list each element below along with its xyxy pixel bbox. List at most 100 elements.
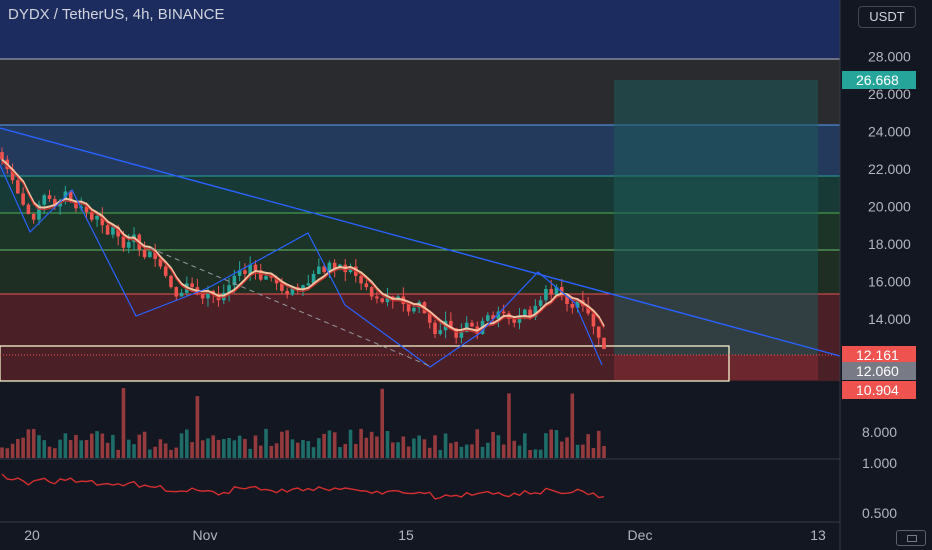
volume-bar bbox=[174, 447, 179, 458]
candle-body bbox=[317, 266, 321, 274]
volume-bar bbox=[475, 429, 480, 458]
volume-bar bbox=[332, 432, 337, 458]
candle-body bbox=[528, 309, 532, 318]
candle-body bbox=[42, 195, 47, 205]
volume-bar bbox=[528, 449, 532, 458]
price-tick: 26.000 bbox=[868, 86, 911, 102]
currency-button[interactable]: USDT bbox=[858, 6, 916, 28]
screenshot-icon[interactable] bbox=[896, 530, 926, 546]
volume-bar bbox=[169, 449, 173, 458]
candle-body bbox=[200, 294, 205, 299]
volume-bar bbox=[132, 444, 136, 458]
volume-bar bbox=[401, 436, 406, 458]
time-tick: Nov bbox=[193, 527, 218, 543]
candle-body bbox=[243, 270, 247, 274]
price-badge-label: 26.668 bbox=[856, 72, 899, 88]
candle-body bbox=[89, 212, 94, 220]
volume-bar bbox=[591, 447, 596, 458]
candle-body bbox=[369, 287, 374, 297]
price-axis[interactable] bbox=[840, 0, 932, 550]
volume-bar bbox=[142, 431, 147, 458]
symbol-title[interactable]: DYDX / TetherUS, 4h, BINANCE bbox=[8, 6, 225, 23]
volume-bar bbox=[285, 430, 289, 458]
price-badge-label: 10.904 bbox=[856, 382, 899, 398]
volume-bar bbox=[237, 435, 242, 458]
volume-bar bbox=[126, 439, 131, 458]
volume-bar bbox=[496, 435, 501, 458]
volume-bar bbox=[31, 428, 36, 458]
volume-bar bbox=[375, 436, 379, 458]
volume-bar bbox=[105, 442, 110, 458]
candle-body bbox=[591, 313, 596, 327]
price-badge bbox=[842, 346, 916, 364]
volume-bar bbox=[359, 428, 363, 458]
volume-bar bbox=[63, 433, 68, 458]
price-tick: 20.000 bbox=[868, 199, 911, 215]
volume-bar bbox=[459, 446, 464, 458]
volume-bar bbox=[575, 444, 580, 458]
long-position-profit[interactable] bbox=[614, 80, 818, 355]
price-tick: 24.000 bbox=[868, 124, 911, 140]
zigzag-pattern[interactable] bbox=[0, 164, 603, 368]
volume-bar bbox=[163, 443, 168, 458]
candle-body bbox=[16, 180, 20, 194]
candle-body bbox=[449, 320, 453, 329]
candle-body bbox=[491, 315, 495, 319]
candle-body bbox=[0, 152, 4, 160]
volume-bar bbox=[195, 396, 200, 458]
time-tick-labels: 20 Nov 15 Dec 13 bbox=[24, 527, 826, 543]
volume-bar bbox=[274, 443, 279, 458]
candle-body bbox=[486, 315, 490, 321]
pane-tick: 1.000 bbox=[862, 455, 897, 471]
candle-body bbox=[285, 290, 289, 295]
long-position-loss[interactable] bbox=[614, 355, 818, 380]
candle-body bbox=[290, 287, 295, 295]
candle-body bbox=[565, 296, 569, 304]
volume-bar bbox=[422, 439, 427, 458]
volume-bar bbox=[295, 442, 300, 458]
volume-bar bbox=[0, 447, 4, 458]
candle-body bbox=[47, 195, 52, 199]
volume-bar bbox=[79, 440, 84, 458]
volume-bar bbox=[438, 449, 443, 458]
candle-body bbox=[26, 204, 31, 214]
candle-body bbox=[359, 275, 363, 284]
candle-body bbox=[454, 328, 458, 338]
candle-body bbox=[380, 298, 385, 303]
volume-bar bbox=[68, 440, 73, 458]
volume-bar bbox=[121, 388, 126, 458]
volume-bar bbox=[185, 429, 189, 458]
volume-bar bbox=[248, 448, 252, 458]
candle-body bbox=[190, 283, 194, 288]
volume-bar bbox=[216, 439, 221, 458]
interval-label[interactable]: 4h bbox=[132, 6, 150, 23]
candle-body bbox=[237, 270, 242, 276]
volume-bar bbox=[89, 433, 94, 458]
pane-tick: 0.500 bbox=[862, 505, 897, 521]
candle-body bbox=[385, 296, 390, 303]
volume-bar bbox=[364, 437, 369, 458]
volume-bar bbox=[47, 446, 52, 458]
candle-body bbox=[501, 311, 506, 314]
candle-body bbox=[549, 289, 553, 295]
descending-trendline[interactable] bbox=[0, 127, 841, 357]
dashed-trendline[interactable] bbox=[149, 247, 433, 368]
candle-body bbox=[31, 214, 36, 220]
support-box[interactable] bbox=[0, 345, 730, 382]
volume-bar bbox=[596, 430, 601, 458]
candle-body bbox=[306, 283, 311, 286]
volume-bar bbox=[53, 448, 57, 458]
volume-bar bbox=[200, 440, 205, 458]
candle-body bbox=[142, 249, 147, 258]
volume-bar bbox=[338, 447, 342, 458]
candle-body bbox=[280, 283, 284, 291]
candle-body bbox=[258, 270, 263, 280]
volume-bar bbox=[480, 446, 485, 458]
volume-bar bbox=[385, 430, 390, 458]
volume-bar bbox=[554, 430, 559, 458]
candle-body bbox=[554, 287, 559, 295]
volume-bar bbox=[269, 445, 274, 458]
price-tick: 18.000 bbox=[868, 236, 911, 252]
